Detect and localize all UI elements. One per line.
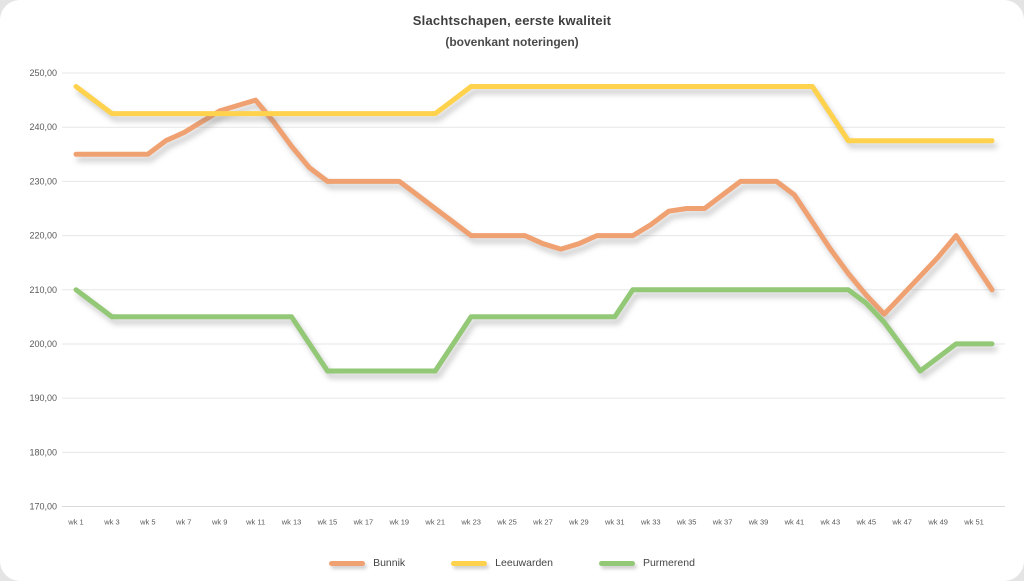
legend-label-purmerend: Purmerend (642, 557, 695, 569)
chart-title: Slachtschapen, eerste kwaliteit (412, 13, 612, 28)
x-tick-label: wk 39 (748, 518, 769, 527)
x-tick-label: wk 49 (927, 518, 948, 527)
leeuwarden-line-swatch-icon (451, 560, 488, 566)
chart-subtitle: (bovenkant noteringen) (445, 35, 579, 49)
x-tick-label: wk 31 (604, 518, 625, 527)
x-tick-label: wk 51 (963, 518, 984, 527)
y-tick-label: 240,00 (29, 122, 57, 132)
x-tick-label: wk 1 (67, 518, 83, 527)
x-tick-label: wk 35 (676, 518, 697, 527)
y-tick-label: 230,00 (29, 176, 57, 186)
x-tick-label: wk 9 (211, 518, 227, 527)
x-tick-label: wk 13 (281, 518, 302, 527)
legend-item-bunnik: Bunnik (329, 557, 405, 569)
x-tick-label: wk 5 (139, 518, 155, 527)
x-tick-label: wk 29 (568, 518, 589, 527)
y-tick-label: 180,00 (29, 447, 57, 457)
y-tick-label: 190,00 (29, 393, 57, 403)
x-tick-label: wk 43 (820, 518, 841, 527)
legend-item-purmerend: Purmerend (598, 557, 695, 569)
legend-label-leeuwarden: Leeuwarden (495, 557, 553, 569)
x-tick-label: wk 21 (424, 518, 445, 527)
x-tick-label: wk 7 (175, 518, 191, 527)
y-tick-label: 200,00 (29, 339, 57, 349)
y-tick-label: 170,00 (29, 502, 57, 512)
x-tick-label: wk 25 (496, 518, 517, 527)
bunnik-line-swatch-icon (329, 560, 366, 566)
legend-label-bunnik: Bunnik (373, 557, 406, 569)
x-tick-label: wk 47 (891, 518, 912, 527)
x-tick-label: wk 11 (245, 518, 265, 527)
y-tick-label: 220,00 (29, 231, 57, 241)
x-tick-label: wk 15 (317, 518, 338, 527)
x-tick-label: wk 33 (640, 518, 661, 527)
legend-item-leeuwarden: Leeuwarden (451, 557, 553, 569)
x-tick-label: wk 37 (712, 518, 733, 527)
series-line-purmerend (73, 287, 995, 374)
x-tick-label: wk 41 (784, 518, 805, 527)
y-tick-label: 210,00 (29, 285, 57, 295)
x-tick-label: wk 27 (532, 518, 553, 527)
x-tick-label: wk 3 (103, 518, 119, 527)
series-line-bunnik (73, 97, 995, 317)
x-tick-label: wk 17 (353, 518, 374, 527)
purmerend-line-swatch-icon (598, 560, 635, 566)
x-tick-label: wk 23 (460, 518, 481, 527)
series-line-leeuwarden (73, 84, 995, 144)
chart-legend: Bunnik Leeuwarden Purmerend (0, 557, 1024, 569)
x-tick-label: wk 45 (855, 518, 876, 527)
x-tick-label: wk 19 (388, 518, 409, 527)
y-tick-label: 250,00 (29, 68, 57, 78)
